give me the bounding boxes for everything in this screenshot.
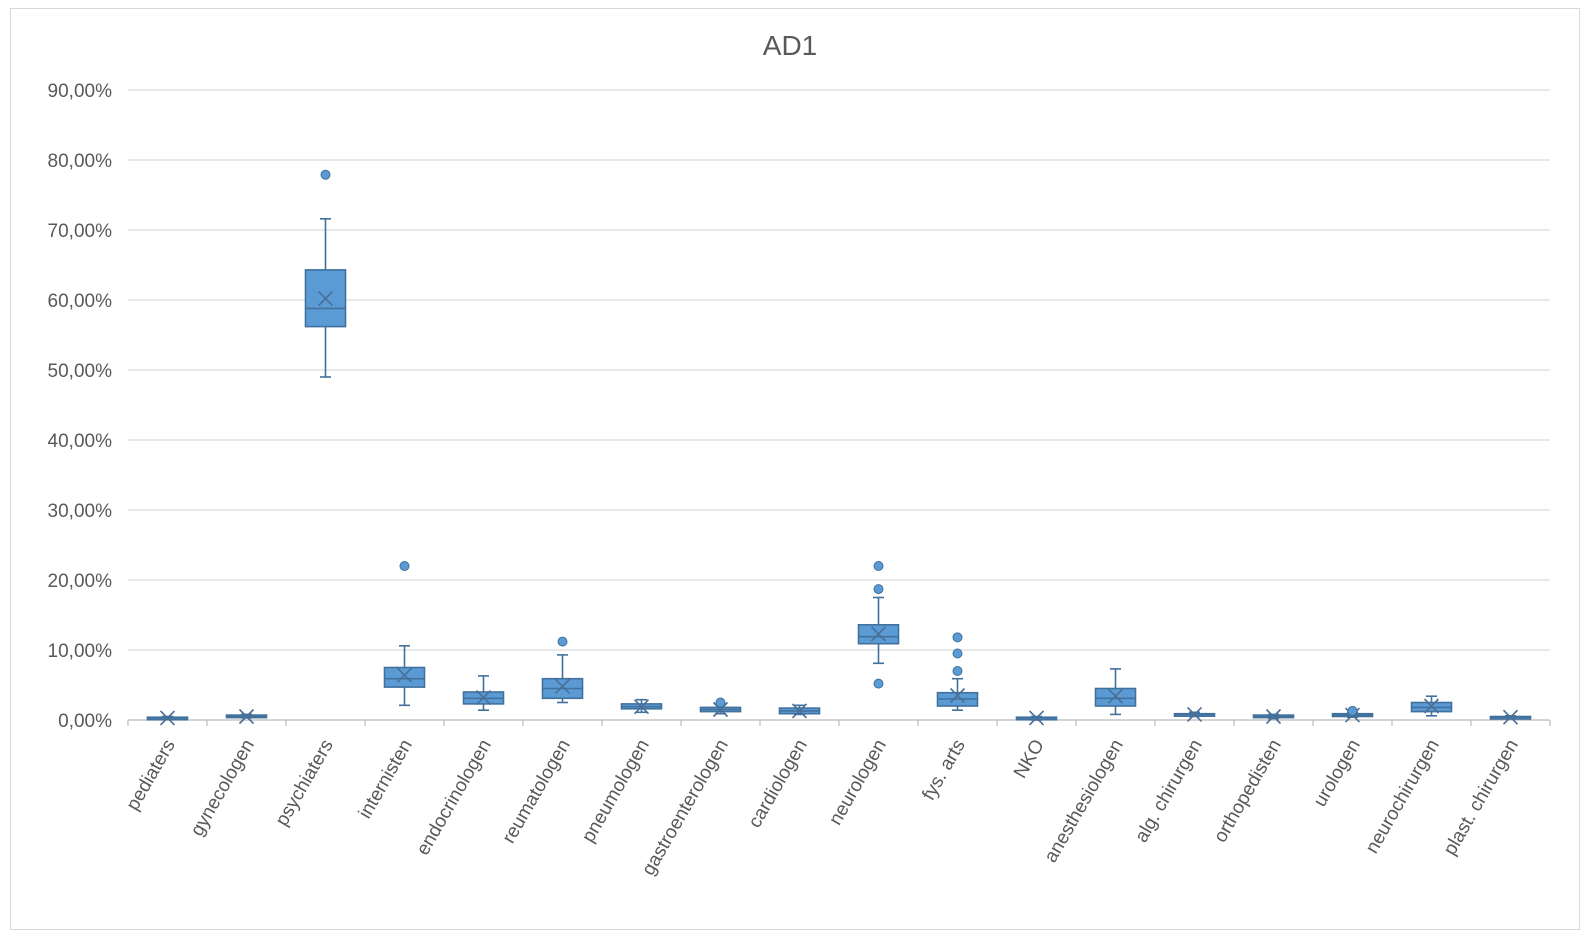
chart-frame — [10, 8, 1580, 930]
y-tick-label: 30,00% — [48, 501, 113, 522]
x-category-label: orthopedisten — [1210, 736, 1286, 846]
mean-marker — [159, 710, 176, 726]
mean-marker — [870, 626, 887, 642]
mean-marker — [1502, 709, 1519, 725]
y-tick-label: 20,00% — [48, 571, 113, 592]
mean-marker — [1423, 698, 1440, 714]
x-category-label: alg. chirurgen — [1131, 736, 1207, 846]
mean-marker — [475, 690, 492, 706]
box-6 — [620, 698, 663, 715]
x-category-label: anesthesiologen — [1040, 736, 1127, 866]
x-category-label: reumatologen — [499, 736, 575, 847]
mean-marker — [712, 701, 729, 718]
y-tick-label: 80,00% — [48, 151, 113, 172]
mean-marker — [1028, 710, 1045, 726]
x-category-label: pediaters — [123, 736, 180, 814]
y-tick-label: 60,00% — [48, 291, 113, 312]
outlier-point — [320, 169, 331, 180]
mean-marker — [1186, 706, 1203, 722]
x-category-label: neurologen — [825, 736, 891, 829]
box-2 — [304, 169, 347, 378]
boxes — [146, 169, 1532, 726]
box-13 — [1173, 706, 1216, 722]
y-tick-label: 50,00% — [48, 361, 113, 382]
chart-title: AD1 — [763, 30, 817, 61]
box-7 — [699, 697, 742, 718]
x-category-label: neurochirurgen — [1362, 736, 1444, 857]
box-16 — [1410, 695, 1453, 717]
outlier-point — [952, 666, 963, 676]
mean-marker — [317, 291, 334, 307]
x-category-label: fys. arts — [918, 736, 969, 804]
x-category-label: cardiologen — [745, 736, 812, 832]
x-axis — [127, 719, 1551, 726]
x-category-label: internisten — [355, 736, 417, 822]
mean-marker — [1107, 688, 1124, 704]
iqr-box — [383, 666, 426, 688]
box-17 — [1489, 709, 1532, 725]
y-tick-label: 10,00% — [48, 641, 113, 662]
outlier-point — [399, 561, 410, 571]
y-tick-label: 70,00% — [48, 221, 113, 242]
box-12 — [1094, 668, 1137, 716]
box-9 — [857, 561, 900, 689]
outlier-point — [557, 636, 568, 647]
x-category-label: pneumologen — [578, 736, 654, 846]
x-category-label: psychiaters — [272, 736, 338, 830]
box-15 — [1331, 705, 1374, 723]
outlier-point — [1347, 705, 1358, 716]
mean-marker — [238, 708, 255, 725]
mean-marker — [554, 678, 571, 694]
box-11 — [1015, 710, 1058, 726]
outlier-point — [873, 584, 884, 595]
x-category-label: gynecologen — [187, 736, 259, 840]
y-tick-label: 90,00% — [48, 81, 113, 102]
box-5 — [541, 636, 584, 704]
x-category-label: endocrinologen — [413, 736, 496, 859]
box-4 — [462, 675, 505, 712]
box-3 — [383, 561, 426, 707]
outlier-point — [952, 632, 963, 643]
outlier-point — [873, 678, 884, 689]
box-14 — [1252, 708, 1295, 725]
y-tick-label: 40,00% — [48, 431, 113, 452]
outlier-point — [873, 561, 884, 571]
x-category-label: plast. chirurgen — [1440, 736, 1523, 859]
y-axis-ticks: 0,00% 10,00% 20,00% 30,00% 40,00% 50,00% 60,00… — [48, 81, 113, 732]
mean-marker — [791, 703, 808, 719]
x-category-label: urologen — [1310, 736, 1365, 811]
box-0 — [146, 710, 189, 726]
mean-marker — [949, 687, 966, 704]
x-axis-labels: pediaters gynecologen psychiaters internist… — [123, 736, 1523, 879]
outlier-point — [952, 648, 963, 659]
mean-marker — [1265, 708, 1282, 725]
mean-marker — [396, 667, 413, 683]
box-10 — [936, 632, 979, 712]
gridlines — [128, 89, 1550, 721]
mean-marker — [633, 699, 650, 715]
x-category-label: NKO — [1010, 736, 1049, 782]
box-1 — [225, 708, 268, 725]
y-tick-label: 0,00% — [58, 711, 112, 732]
box-8 — [778, 703, 821, 719]
x-category-label: gastroenterologen — [638, 736, 733, 879]
outlier-point — [715, 697, 726, 708]
